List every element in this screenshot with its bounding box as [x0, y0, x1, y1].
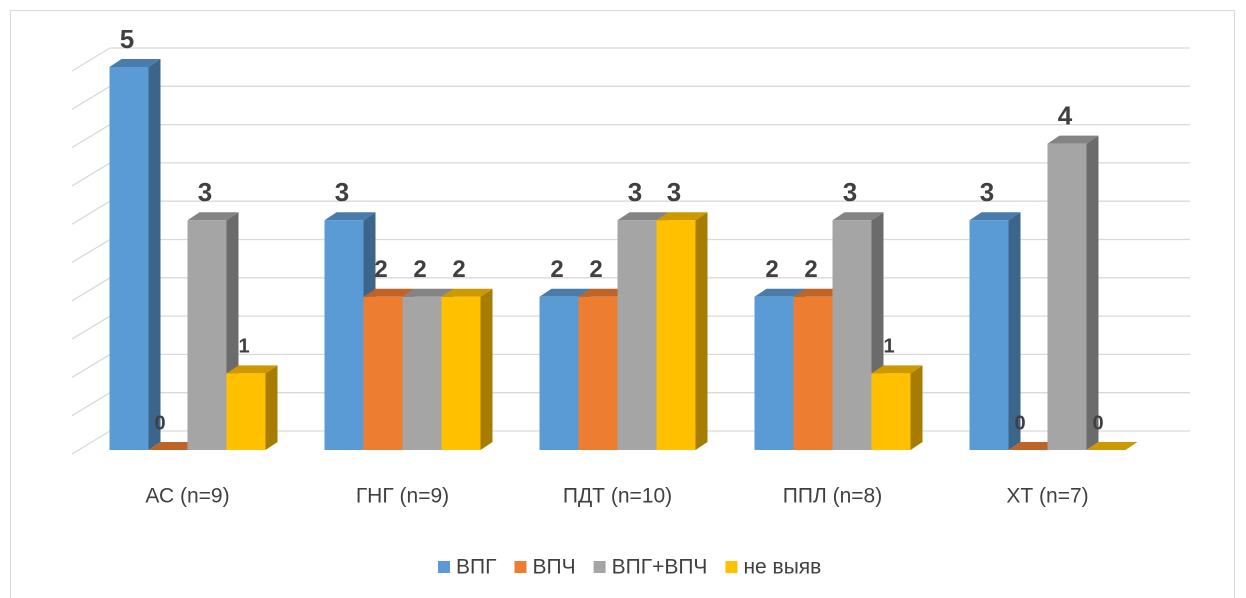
bar-top	[617, 212, 669, 221]
value-label: 2	[550, 256, 563, 283]
value-label: 0	[154, 412, 165, 434]
grid-line-depth	[71, 162, 111, 187]
value-label: 0	[1092, 412, 1103, 434]
grid-line-depth	[71, 85, 111, 110]
bar	[871, 365, 923, 450]
bar-top	[793, 288, 845, 297]
grid-line-depth	[71, 353, 111, 378]
bar-top	[656, 212, 708, 221]
bar-front	[402, 296, 442, 450]
bar-top	[363, 288, 415, 297]
bar-side	[480, 288, 493, 450]
bar-front	[832, 220, 872, 450]
value-label: 0	[1014, 412, 1025, 434]
value-label: 2	[374, 256, 387, 283]
x-tick-label: АС (n=9)	[145, 485, 229, 508]
bar	[1086, 442, 1138, 450]
grid-line-depth	[71, 238, 111, 264]
bar-top	[754, 288, 806, 297]
bar-front	[187, 220, 227, 450]
value-label: 3	[335, 177, 349, 207]
bar	[109, 59, 161, 450]
bar-front	[793, 296, 833, 450]
bar-top	[1047, 135, 1099, 144]
legend-label: ВПГ+ВПЧ	[612, 556, 708, 579]
bar	[226, 365, 278, 450]
bar-side	[1008, 212, 1021, 450]
bar-front	[578, 296, 618, 450]
legend-label: ВПЧ	[532, 556, 575, 579]
value-label: 3	[843, 177, 857, 207]
grid-line-depth	[71, 200, 111, 225]
bar-side	[265, 365, 278, 450]
value-label: 2	[589, 256, 602, 283]
bar-front	[441, 296, 481, 450]
bar-top	[832, 212, 884, 221]
bar-top	[402, 288, 454, 297]
legend-label: не выяв	[743, 556, 821, 579]
bar-front	[754, 296, 794, 450]
bar	[148, 442, 200, 450]
bar-front	[969, 220, 1009, 450]
grid-line-depth	[71, 392, 111, 417]
bar	[656, 212, 708, 450]
bar-front	[539, 296, 579, 450]
bar-front	[871, 373, 911, 450]
bar-side	[695, 212, 708, 450]
bar-side	[148, 59, 161, 450]
legend-swatch	[514, 561, 527, 573]
bar-top	[187, 212, 239, 221]
x-tick-label: ХТ (n=7)	[1006, 485, 1088, 508]
value-label: 2	[413, 256, 426, 283]
bar-front	[656, 220, 696, 450]
legend-swatch	[725, 561, 738, 573]
grid-line-depth	[71, 124, 111, 149]
grid-line-depth	[71, 315, 111, 340]
bar-front	[617, 220, 657, 450]
legend-swatch	[438, 561, 450, 573]
value-label: 3	[628, 177, 642, 207]
bar-front	[363, 296, 403, 450]
legend-label: ВПГ	[456, 556, 496, 579]
grid-line-depth	[71, 277, 111, 302]
bar-front	[1047, 143, 1087, 450]
legend-swatch	[593, 561, 606, 573]
bar	[969, 212, 1021, 450]
bar	[441, 288, 493, 450]
x-tick-label: ГНГ (n=9)	[356, 485, 449, 508]
bar-front	[226, 373, 266, 450]
bar-top	[226, 365, 278, 374]
bar-side	[1086, 135, 1099, 450]
bar-top	[109, 59, 161, 67]
bar-top	[441, 288, 493, 297]
bar-front	[324, 220, 364, 450]
bar-top	[324, 212, 376, 221]
value-label: 3	[198, 177, 212, 207]
bar	[1047, 135, 1099, 450]
bar-top	[969, 212, 1021, 221]
bar-side	[910, 365, 923, 450]
value-label: 2	[452, 256, 465, 283]
bar-top	[148, 442, 200, 450]
value-label: 4	[1058, 100, 1073, 130]
x-tick-label: ППЛ (n=8)	[783, 485, 882, 508]
value-label: 2	[765, 256, 778, 283]
bar-top	[578, 288, 630, 297]
bar-top	[1008, 442, 1060, 450]
value-label: 1	[238, 336, 249, 358]
value-label: 3	[980, 177, 994, 207]
value-label: 1	[883, 336, 894, 358]
bar-front	[109, 67, 149, 450]
x-tick-label: ПДТ (n=10)	[563, 485, 672, 508]
grid-line-depth	[71, 430, 111, 455]
bar-top	[871, 365, 923, 374]
bar	[1008, 442, 1060, 450]
bar-top	[1086, 442, 1138, 450]
value-label: 5	[120, 24, 134, 54]
value-label: 3	[667, 177, 681, 207]
value-label: 2	[804, 256, 817, 283]
grid-line-depth	[71, 47, 111, 72]
bar-top	[539, 288, 591, 297]
